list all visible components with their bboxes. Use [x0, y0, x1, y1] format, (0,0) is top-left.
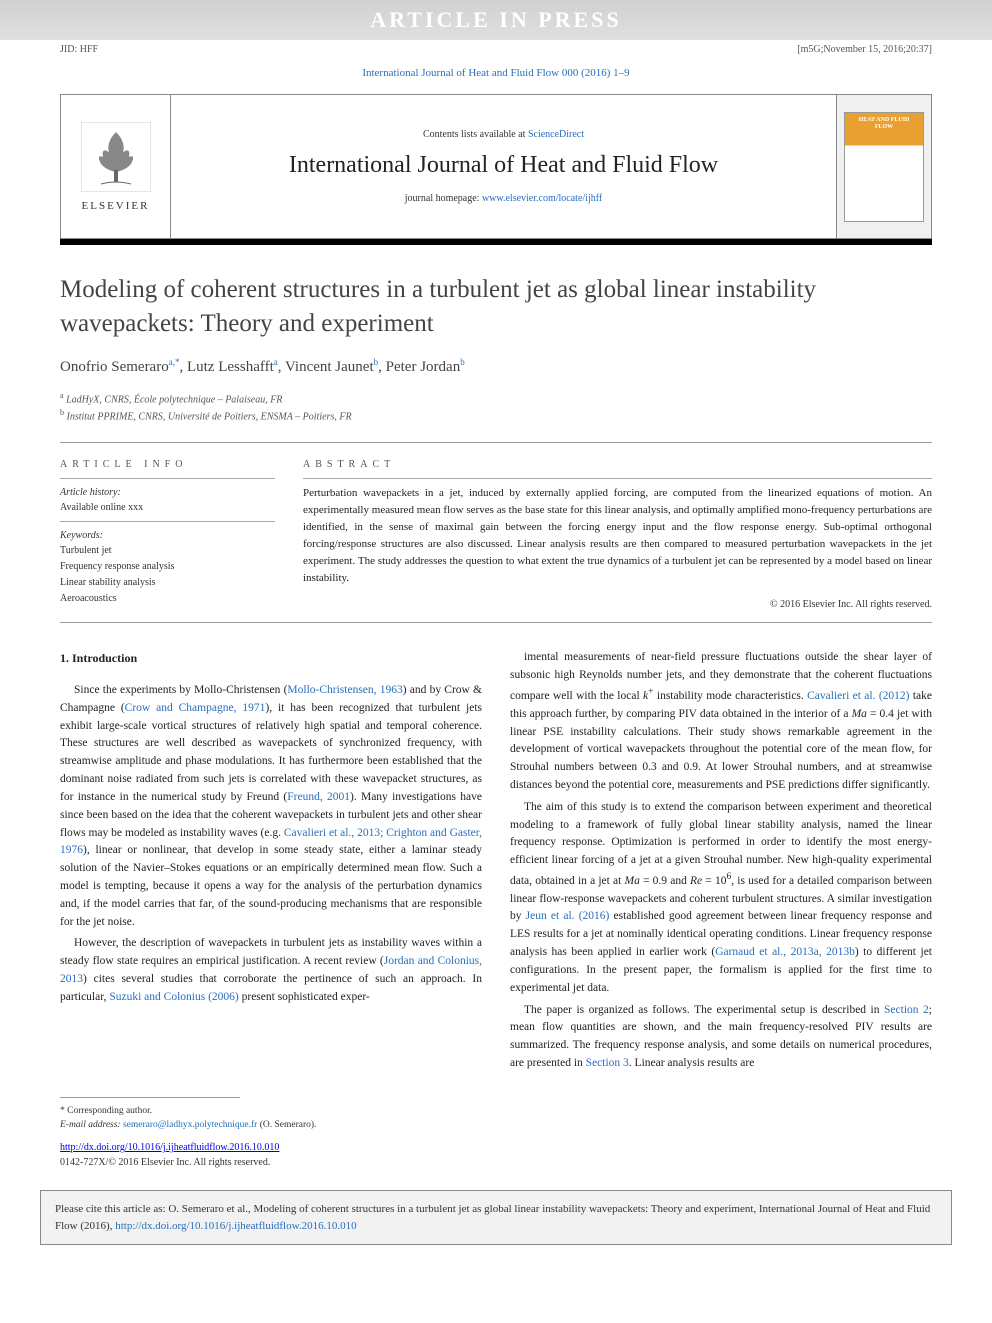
journal-ref-text: International Journal of Heat and Fluid … [362, 67, 629, 79]
affiliation-line: a LadHyX, CNRS, École polytechnique – Pa… [60, 390, 932, 407]
corresponding-author-block: * Corresponding author. E-mail address: … [0, 1104, 992, 1133]
abstract-column: ABSTRACT Perturbation wavepackets in a j… [303, 459, 932, 610]
elsevier-tree-icon [81, 122, 151, 192]
elsevier-logo-box: ELSEVIER [61, 95, 171, 238]
corresponding-email-line: E-mail address: semeraro@ladhyx.polytech… [60, 1118, 932, 1132]
authors-line: Onofrio Semeraroa,*, Lutz Lesshaffta, Vi… [0, 353, 992, 390]
homepage-link[interactable]: www.elsevier.com/locate/ijhff [482, 193, 602, 204]
email-label: E-mail address: [60, 1120, 121, 1130]
journal-center: Contents lists available at ScienceDirec… [171, 95, 836, 238]
abstract-copyright: © 2016 Elsevier Inc. All rights reserved… [303, 599, 932, 610]
keywords-block: Keywords: Turbulent jetFrequency respons… [60, 528, 275, 607]
journal-reference: International Journal of Heat and Fluid … [0, 59, 992, 94]
contents-prefix: Contents lists available at [423, 129, 528, 140]
article-info-label: ARTICLE INFO [60, 459, 275, 470]
abstract-label: ABSTRACT [303, 459, 932, 470]
keywords-list: Turbulent jetFrequency response analysis… [60, 543, 275, 607]
journal-cover-thumbnail: HEAT AND FLUID FLOW [844, 112, 924, 222]
corresponding-email-link[interactable]: semeraro@ladhyx.polytechnique.fr [123, 1120, 257, 1130]
jid-label: JID: HFF [60, 44, 98, 55]
article-in-press-banner: ARTICLE IN PRESS [0, 0, 992, 40]
doi-line: http://dx.doi.org/10.1016/j.ijheatfluidf… [0, 1132, 992, 1157]
body-columns: 1. Introduction Since the experiments by… [0, 631, 992, 1086]
body-paragraph: However, the description of wavepackets … [60, 935, 482, 1006]
keyword-item: Frequency response analysis [60, 559, 275, 575]
article-info-column: ARTICLE INFO Article history: Available … [60, 459, 275, 610]
abstract-text: Perturbation wavepackets in a jet, induc… [303, 485, 932, 587]
homepage-prefix: journal homepage: [405, 193, 482, 204]
history-line: Available online xxx [60, 502, 143, 513]
affiliations-block: a LadHyX, CNRS, École polytechnique – Pa… [0, 390, 992, 435]
timestamp-label: [m5G;November 15, 2016;20:37] [797, 44, 932, 55]
info-rule [60, 521, 275, 522]
citation-doi-link[interactable]: http://dx.doi.org/10.1016/j.ijheatfluidf… [115, 1220, 356, 1232]
section-heading: 1. Introduction [60, 649, 482, 668]
footnote-rule [60, 1097, 240, 1098]
info-abstract-row: ARTICLE INFO Article history: Available … [0, 451, 992, 614]
body-paragraph: imental measurements of near-field press… [510, 649, 932, 794]
horizontal-rule [60, 622, 932, 623]
header-meta-row: JID: HFF [m5G;November 15, 2016;20:37] [0, 40, 992, 59]
horizontal-rule [60, 442, 932, 443]
contents-line: Contents lists available at ScienceDirec… [423, 129, 584, 140]
body-paragraph: The aim of this study is to extend the c… [510, 799, 932, 998]
body-column-right: imental measurements of near-field press… [510, 649, 932, 1076]
elsevier-label: ELSEVIER [82, 200, 150, 212]
citation-box: Please cite this article as: O. Semeraro… [40, 1190, 952, 1245]
sciencedirect-link[interactable]: ScienceDirect [528, 129, 584, 140]
doi-link[interactable]: http://dx.doi.org/10.1016/j.ijheatfluidf… [60, 1142, 279, 1153]
abstract-rule [303, 478, 932, 479]
cover-title-text: HEAT AND FLUID FLOW [849, 117, 919, 131]
keyword-item: Aeroacoustics [60, 591, 275, 607]
issn-copyright-line: 0142-727X/© 2016 Elsevier Inc. All right… [0, 1157, 992, 1182]
email-suffix: (O. Semeraro). [260, 1120, 317, 1130]
watermark-text: ARTICLE IN PRESS [370, 7, 621, 33]
keyword-item: Linear stability analysis [60, 575, 275, 591]
history-label: Article history: [60, 487, 121, 498]
keyword-item: Turbulent jet [60, 543, 275, 559]
journal-homepage-line: journal homepage: www.elsevier.com/locat… [405, 193, 602, 204]
journal-cover-box: HEAT AND FLUID FLOW [836, 95, 931, 238]
body-paragraph: The paper is organized as follows. The e… [510, 1002, 932, 1073]
corresponding-asterisk: * Corresponding author. [60, 1104, 932, 1118]
journal-header-box: ELSEVIER Contents lists available at Sci… [60, 94, 932, 239]
keywords-label: Keywords: [60, 530, 103, 541]
affiliation-line: b Institut PPRIME, CNRS, Université de P… [60, 407, 932, 424]
journal-name: International Journal of Heat and Fluid … [289, 152, 718, 179]
body-paragraph: Since the experiments by Mollo-Christens… [60, 682, 482, 931]
page: ARTICLE IN PRESS JID: HFF [m5G;November … [0, 0, 992, 1323]
info-rule [60, 478, 275, 479]
article-history-block: Article history: Available online xxx [60, 485, 275, 515]
body-column-left: 1. Introduction Since the experiments by… [60, 649, 482, 1076]
article-title: Modeling of coherent structures in a tur… [0, 245, 992, 353]
